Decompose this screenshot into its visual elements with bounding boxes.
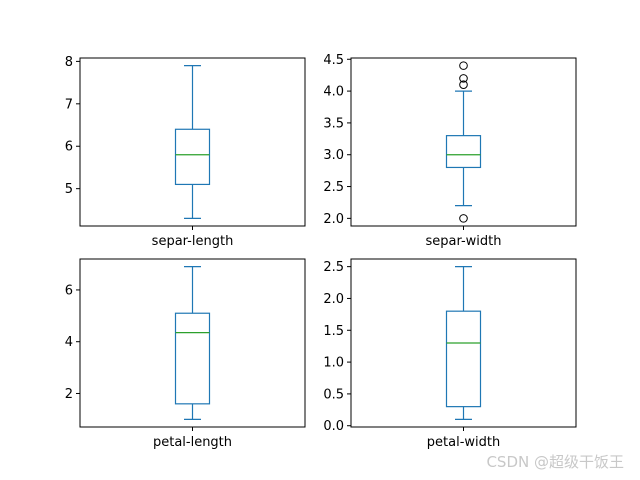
y-tick-label: 4.0 (323, 85, 344, 100)
y-tick-label: 3.5 (323, 116, 344, 131)
y-tick-label: 4 (65, 335, 73, 350)
y-tick-label: 4.5 (323, 53, 344, 68)
x-category-label: separ-length (152, 234, 234, 249)
y-tick-label: 1.5 (323, 324, 344, 339)
y-tick-label: 5 (65, 182, 73, 197)
subplot-petal-length: 2 4 6 petal-length (65, 258, 306, 450)
outlier-point (459, 61, 468, 70)
iqr-box (174, 312, 211, 405)
outlier-point (459, 74, 468, 83)
y-tick-label: 7 (65, 97, 73, 112)
y-tick-label: 2.0 (323, 212, 344, 227)
y-tick-label: 0.0 (323, 419, 344, 434)
y-tick-label: 6 (65, 140, 73, 155)
y-tick-label: 2.5 (323, 180, 344, 195)
y-tick-label: 3.0 (323, 148, 344, 163)
iqr-box (445, 310, 482, 408)
y-tick-label: 6 (65, 283, 73, 298)
x-category-label: petal-width (427, 435, 500, 450)
subplot-separ-width: 2.0 2.5 3.0 3.5 4.0 4.5 separ-width (323, 53, 577, 249)
y-tick-label: 1.0 (323, 356, 344, 371)
x-category-label: petal-length (153, 435, 232, 450)
y-tick-label: 2.5 (323, 260, 344, 275)
x-category-label: separ-width (425, 234, 501, 249)
iqr-box (445, 135, 482, 169)
subplot-grid: 5 6 7 8 separ-length 2.0 2.5 3.0 3.5 4.0 4.5 separ-… (65, 53, 577, 450)
outlier-point (459, 214, 468, 223)
watermark-text: CSDN @超级干饭王 (486, 453, 624, 471)
subplot-petal-width: 0.0 0.5 1.0 1.5 2.0 2.5 petal-width (323, 258, 577, 450)
outlier-point (459, 80, 468, 90)
subplot-separ-length: 5 6 7 8 separ-length (65, 55, 306, 249)
iqr-box (174, 128, 211, 186)
y-tick-label: 8 (65, 55, 73, 70)
y-tick-label: 0.5 (323, 387, 344, 402)
y-tick-label: 2.0 (323, 292, 344, 307)
y-tick-label: 2 (65, 387, 73, 402)
